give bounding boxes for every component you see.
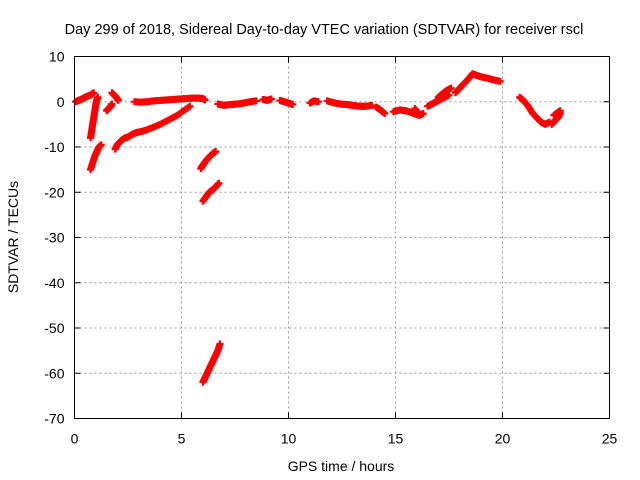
series-segment (259, 95, 275, 104)
data-point (108, 100, 116, 108)
series-segment (108, 89, 122, 104)
x-tick-labels: 0 5 10 15 20 25 (71, 431, 618, 447)
x-axis-label: GPS time / hours (288, 458, 395, 474)
data-point (368, 101, 376, 109)
x-tick-label: 10 (281, 431, 297, 447)
series-segment (111, 102, 194, 153)
data-point (381, 110, 389, 118)
series-segment (323, 97, 376, 110)
y-tick-label: -50 (44, 320, 64, 336)
y-tick-label: -30 (44, 230, 64, 246)
data-point (289, 100, 297, 108)
y-tick-label: -70 (44, 411, 64, 427)
y-tick-labels: -70 -60 -50 -40 -30 -20 -10 0 10 (44, 49, 64, 427)
data-point (90, 89, 98, 97)
y-tick-label: 10 (49, 49, 65, 65)
data-point (114, 96, 122, 104)
series-segment (434, 84, 455, 101)
y-tick-label: -20 (44, 184, 64, 200)
data-point (556, 107, 564, 115)
series-segment (411, 105, 423, 119)
plot-frame (74, 56, 610, 419)
data-point (267, 95, 275, 103)
series-segment (197, 148, 220, 173)
chart-title: Day 299 of 2018, Sidereal Day-to-day VTE… (65, 22, 584, 38)
data-point (94, 93, 102, 101)
series-segment (87, 141, 105, 174)
y-axis-label: SDTVAR / TECUs (5, 181, 21, 293)
series-segment (451, 70, 504, 97)
series-segment (550, 107, 564, 119)
data-point (212, 148, 220, 156)
data-point (97, 141, 105, 149)
data-point (447, 84, 455, 92)
x-tick-label: 15 (388, 431, 404, 447)
y-tick-label: -10 (44, 139, 64, 155)
data-point (216, 340, 224, 348)
data-point (201, 96, 209, 104)
series-segment (130, 94, 209, 106)
data-point (415, 111, 423, 119)
x-tick-label: 25 (602, 431, 618, 447)
series-segment (199, 340, 224, 386)
series-segment (214, 97, 260, 109)
y-tick-label: 0 (57, 94, 65, 110)
y-tick-label: -40 (44, 275, 64, 291)
y-tick-label: -60 (44, 365, 64, 381)
x-tick-label: 0 (71, 431, 79, 447)
series-segment (103, 100, 116, 115)
x-tick-label: 20 (495, 431, 511, 447)
data-point (215, 179, 223, 187)
data-point (496, 77, 504, 85)
series-segment (199, 179, 223, 205)
series-segment (276, 96, 297, 108)
data-point (186, 102, 194, 110)
series-segment (372, 103, 389, 118)
series-segment (72, 89, 98, 106)
x-tick-label: 5 (178, 431, 186, 447)
series-segment (516, 93, 554, 128)
data-point (314, 98, 322, 106)
series-segment (306, 97, 322, 107)
data-point (252, 97, 260, 105)
series-segment (87, 93, 102, 142)
data-points (72, 70, 564, 386)
